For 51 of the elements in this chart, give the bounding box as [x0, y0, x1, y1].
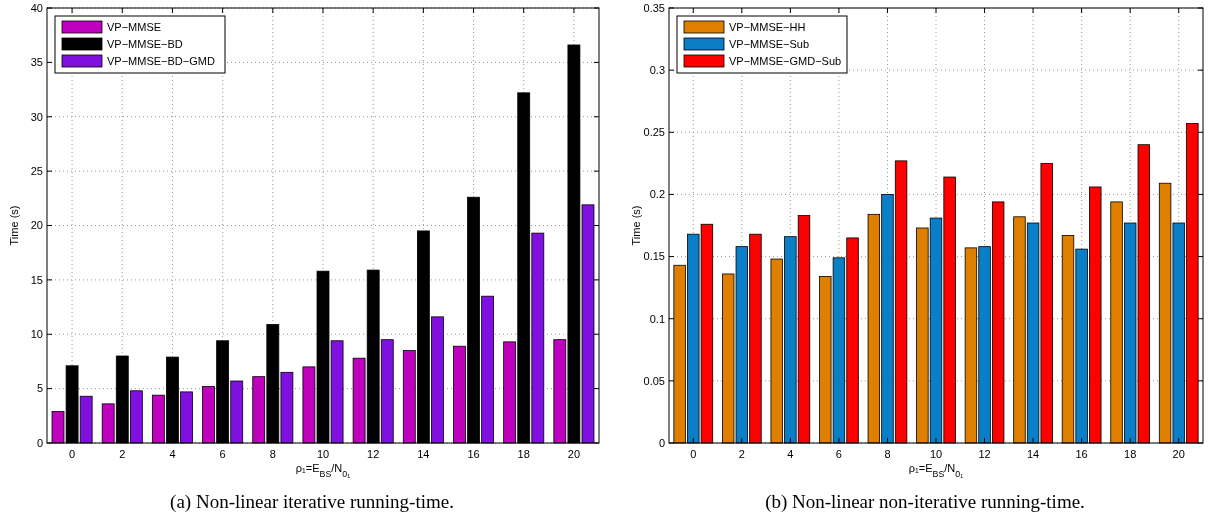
x-tick-label: 18	[1124, 448, 1137, 460]
y-tick-label: 15	[30, 273, 43, 286]
x-tick-label: 6	[835, 448, 842, 460]
x-tick-label: 10	[316, 448, 330, 460]
y-tick-label: 0.35	[643, 1, 665, 14]
legend-label: VP−MMSE−BD−GMD	[107, 54, 215, 67]
y-tick-label: 0.25	[643, 126, 665, 139]
x-tick-label: 8	[884, 448, 891, 460]
x-tick-label: 0	[690, 448, 697, 460]
text: (b) Non-linear non-iterative running-time.	[765, 491, 1085, 513]
y-tick-label: 30	[30, 110, 43, 123]
x-tick-label: 12	[978, 448, 991, 460]
x-tick-label: 4	[169, 448, 176, 460]
x-tick-label: 10	[929, 448, 943, 460]
x-tick-label: 12	[367, 448, 380, 460]
x-tick-label: 14	[1026, 448, 1040, 460]
x-tick-label: 2	[738, 448, 745, 460]
y-tick-label: 35	[30, 56, 43, 69]
text: (a) Non-linear iterative running-time.	[170, 491, 454, 513]
y-tick-label: 0.05	[643, 374, 665, 387]
x-tick-label: 6	[219, 448, 226, 460]
legend-label: VP−MMSE−HH	[729, 20, 806, 33]
x-tick-label: 20	[567, 448, 581, 460]
y-tick-label: 25	[30, 164, 43, 177]
x-tick-label: 0	[69, 448, 76, 460]
legend-label: VP−MMSE−GMD−Sub	[729, 54, 842, 67]
y-tick-label: 0.3	[649, 63, 665, 76]
y-tick-label: 20	[30, 219, 43, 232]
y-axis-title: Time (s)	[8, 205, 20, 246]
y-tick-label: 0.15	[643, 250, 665, 263]
x-tick-label: 20	[1172, 448, 1185, 460]
y-tick-label: 0.1	[649, 312, 665, 325]
x-tick-label: 4	[787, 448, 794, 460]
x-tick-label: 2	[119, 448, 126, 460]
x-tick-label: 8	[269, 448, 276, 460]
x-tick-label: 16	[467, 448, 480, 460]
y-axis-title: Time (s)	[630, 205, 642, 246]
legend-label: VP−MMSE−BD	[107, 37, 183, 50]
x-tick-label: 16	[1075, 448, 1088, 460]
y-tick-label: 10	[30, 328, 43, 341]
y-tick-label: 0	[658, 436, 665, 449]
y-tick-label: 5	[36, 382, 43, 395]
y-tick-label: 40	[30, 1, 43, 14]
x-axis-title: ρ₁=E$_{BS}$/N$_{0₁}$	[908, 462, 964, 479]
y-tick-label: 0	[36, 436, 43, 449]
legend-label: VP−MMSE	[107, 20, 162, 33]
y-tick-label: 0.2	[649, 188, 665, 201]
legend-label: VP−MMSE−Sub	[729, 37, 810, 50]
x-axis-title: ρ₁=E$_{BS}$/N$_{0₁}$	[295, 462, 351, 479]
x-tick-label: 14	[417, 448, 430, 460]
x-tick-label: 18	[517, 448, 530, 460]
